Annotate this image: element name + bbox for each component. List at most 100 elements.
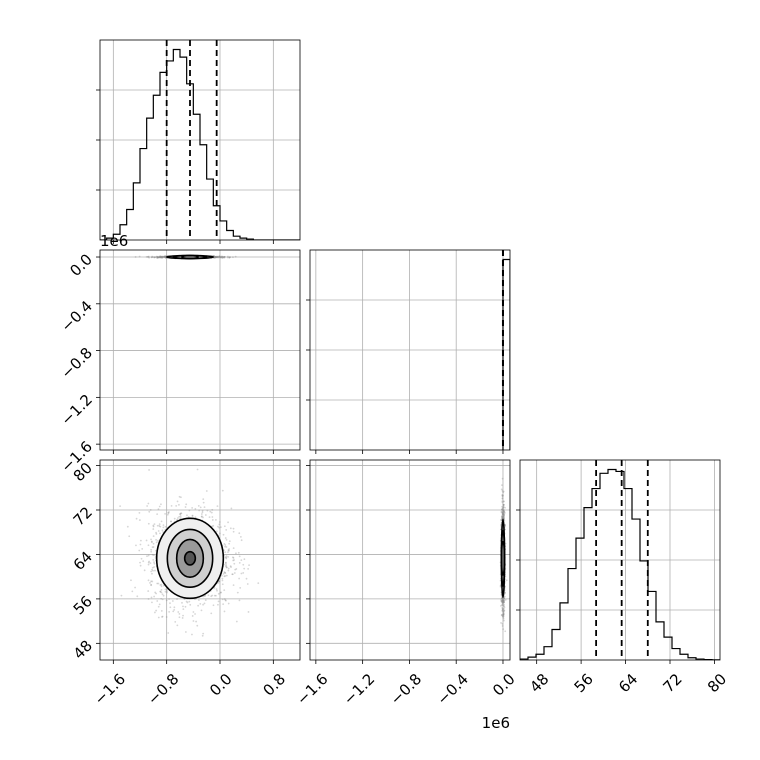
scatter-point <box>219 591 222 594</box>
scatter-point <box>225 564 228 567</box>
scatter-point <box>504 630 507 633</box>
scatter-point <box>502 619 505 622</box>
scatter-point <box>159 584 162 586</box>
scatter-point <box>151 256 154 258</box>
scatter-point <box>503 511 506 514</box>
scatter-point <box>150 570 153 573</box>
scatter-point <box>501 517 504 520</box>
scatter-point <box>221 583 224 586</box>
panel-2-1: −1.6 −1.2 −0.8 −0.4 0.0 <box>293 459 519 709</box>
scatter-point <box>149 562 152 565</box>
scatter-point <box>501 604 504 607</box>
scatter-point <box>202 516 204 519</box>
scatter-point <box>502 599 505 602</box>
panel-0-0 <box>96 39 301 244</box>
histogram-0 <box>100 48 300 240</box>
scatter-point <box>186 514 188 517</box>
scatter-point <box>151 541 153 544</box>
scatter-point <box>150 550 153 553</box>
scatter-point <box>502 515 505 518</box>
scatter-point <box>154 591 157 594</box>
ytick-label-2-3: 72 <box>70 503 96 529</box>
scatter-point <box>502 500 505 503</box>
scatter-point <box>157 616 160 619</box>
scatter-point <box>152 524 155 527</box>
scatter-point <box>162 526 165 529</box>
scatter-point <box>147 502 150 505</box>
scatter-point <box>221 489 224 492</box>
scatter-point <box>501 497 504 500</box>
scatter-point <box>179 513 181 515</box>
xtick-label-2-1: 56 <box>571 670 597 696</box>
scatter-point <box>232 547 235 550</box>
scatter-point <box>158 256 160 259</box>
scatter-point <box>225 546 228 548</box>
scatter-point <box>203 602 206 605</box>
scatter-point <box>501 602 504 605</box>
scatter-point <box>139 564 142 567</box>
scatter-point <box>180 512 183 515</box>
scatter-point <box>502 513 505 515</box>
xtick-label-0-1: −0.8 <box>144 670 182 708</box>
scatter-point <box>220 526 222 528</box>
scatter-point <box>182 614 184 617</box>
scatter-point <box>173 517 176 520</box>
histogram-2 <box>520 468 720 660</box>
scatter-point <box>503 599 506 601</box>
scatter-point <box>500 484 503 487</box>
scatter-point <box>501 597 504 600</box>
scatter-point <box>228 540 231 543</box>
scatter-point <box>501 513 504 516</box>
scatter-point <box>238 532 241 535</box>
scatter-point <box>131 590 134 593</box>
scatter-point <box>501 597 504 600</box>
scatter-point <box>503 503 505 506</box>
scatter-point <box>503 513 505 516</box>
scatter-point <box>161 256 164 259</box>
scatter-point <box>242 563 245 566</box>
scatter-point <box>164 256 167 258</box>
contour-1-0-2 <box>181 254 199 260</box>
scatter-point <box>155 533 158 535</box>
scatter-point <box>501 601 504 604</box>
scatter-point <box>152 542 155 545</box>
scatter-point <box>150 583 153 586</box>
scatter-point <box>501 599 504 602</box>
scatter-point <box>161 255 163 258</box>
scatter-point <box>210 595 213 598</box>
scatter-point <box>224 562 227 564</box>
scatter-point <box>186 601 189 604</box>
scatter-point <box>502 608 504 611</box>
scatter-point <box>153 562 156 565</box>
scatter-point <box>159 256 162 259</box>
scatter-point <box>502 601 505 604</box>
scatter-point <box>224 575 227 577</box>
scatter-point <box>224 537 227 539</box>
scatter-point <box>502 506 505 509</box>
xtick-label-2-0: 48 <box>526 670 552 696</box>
scatter-point <box>502 510 505 513</box>
scatter-point <box>220 591 222 594</box>
scatter-point <box>178 503 180 506</box>
scatter-point <box>200 515 203 518</box>
xtick-label-1-3: −0.4 <box>433 670 471 708</box>
scatter-point <box>501 609 504 612</box>
scatter-point <box>214 256 216 258</box>
scatter-point <box>202 603 204 606</box>
scatter-point <box>152 558 155 561</box>
contour-2-0-2 <box>175 538 205 579</box>
scatter-point <box>153 566 155 568</box>
scatter-point <box>502 509 504 512</box>
scatter-point <box>213 256 216 258</box>
scatter-point <box>500 515 503 517</box>
scatter-point <box>160 255 163 258</box>
scatter-point <box>501 500 504 503</box>
scatter-point <box>502 613 505 616</box>
grid-2-1 <box>310 460 510 660</box>
scatter-point <box>161 256 164 259</box>
scatter-point <box>223 255 226 258</box>
scatter-point <box>164 256 167 258</box>
scatter-point <box>502 613 505 616</box>
scatter-point <box>159 590 162 593</box>
scatter-point <box>214 519 217 521</box>
